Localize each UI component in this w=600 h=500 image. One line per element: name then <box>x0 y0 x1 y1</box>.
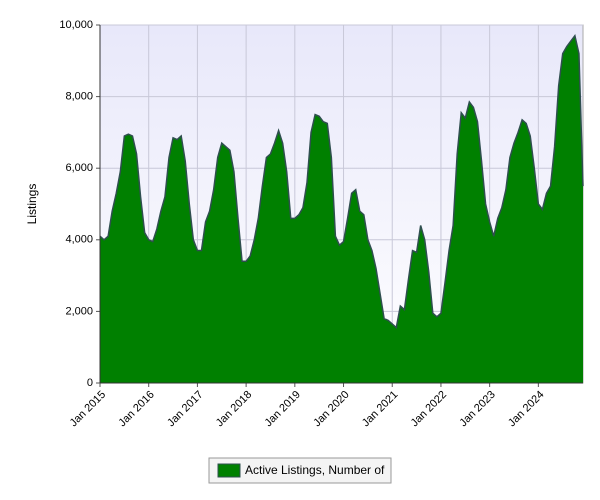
area <box>100 35 583 384</box>
y-tick-label: 6,000 <box>65 162 93 174</box>
y-tick-label: 0 <box>87 377 93 389</box>
y-tick-label: 2,000 <box>65 305 93 317</box>
legend-swatch <box>217 463 241 478</box>
x-tick-label: Jan 2015 <box>68 389 108 429</box>
x-tick-label: Jan 2023 <box>457 389 497 429</box>
legend: Active Listings, Number of <box>208 457 392 484</box>
x-tick-label: Jan 2018 <box>214 389 254 429</box>
x-tick-label: Jan 2017 <box>165 389 205 429</box>
x-tick-label: Jan 2019 <box>263 389 303 429</box>
x-tick-label: Jan 2021 <box>360 389 400 429</box>
x-tick-label: Jan 2024 <box>506 389 546 429</box>
y-tick-label: 10,000 <box>59 19 93 31</box>
y-axis-label: Listings <box>25 184 39 225</box>
y-tick-label: 8,000 <box>65 91 93 103</box>
legend-label: Active Listings, Number of <box>245 463 385 477</box>
x-tick-label: Jan 2020 <box>311 389 351 429</box>
area-line <box>99 34 584 329</box>
x-tick-label: Jan 2016 <box>116 389 156 429</box>
y-tick-label: 4,000 <box>65 234 93 246</box>
x-tick-label: Jan 2022 <box>409 389 449 429</box>
